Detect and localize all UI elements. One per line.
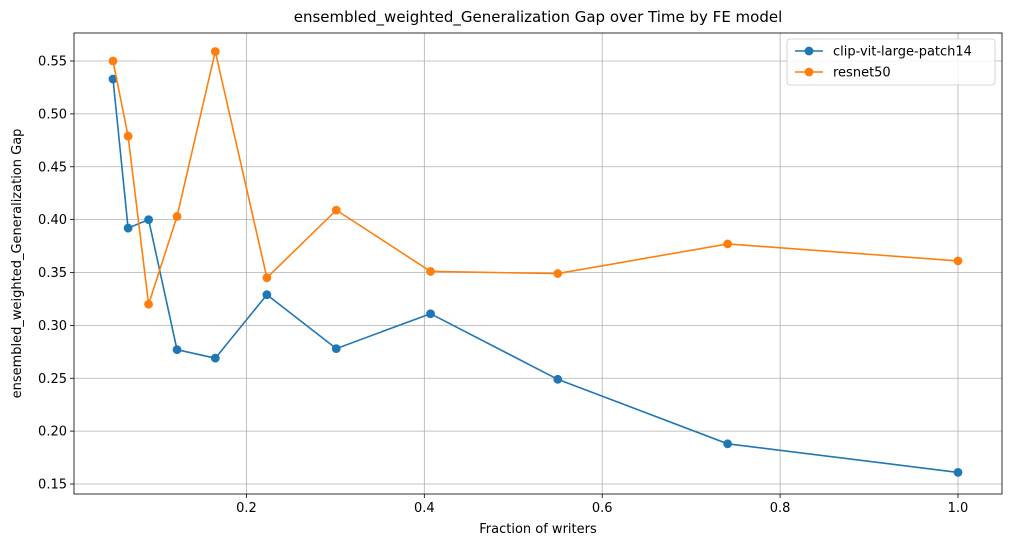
data-point xyxy=(331,205,341,215)
grid xyxy=(74,33,1002,494)
data-point xyxy=(108,56,118,66)
x-tick-label: 0.8 xyxy=(770,501,791,516)
data-point xyxy=(426,309,435,319)
y-tick-label: 0.15 xyxy=(38,478,67,493)
series-resnet50 xyxy=(108,47,963,309)
data-point xyxy=(262,273,272,283)
y-tick-label: 0.40 xyxy=(38,213,67,228)
y-tick-label: 0.30 xyxy=(38,319,67,334)
data-point xyxy=(210,47,220,56)
x-tick-label: 0.6 xyxy=(592,501,613,516)
series-clip-vit-large-patch14 xyxy=(108,74,963,477)
data-point xyxy=(331,344,341,354)
y-tick-label: 0.45 xyxy=(38,160,67,175)
y-tick-label: 0.20 xyxy=(38,425,67,440)
plot-frame xyxy=(73,32,1003,495)
x-tick-label: 1.0 xyxy=(948,501,969,516)
data-point xyxy=(210,353,220,363)
legend-box xyxy=(786,38,996,86)
data-point xyxy=(123,223,133,233)
series-line xyxy=(112,78,959,474)
data-point xyxy=(426,267,435,276)
data-point xyxy=(123,131,133,141)
series-line xyxy=(112,51,959,305)
data-point xyxy=(953,256,963,266)
series-layer xyxy=(108,47,963,477)
data-point xyxy=(144,215,153,225)
y-axis-title: ensembled_weighted_Generalization Gap xyxy=(10,129,25,399)
legend-label: resnet50 xyxy=(833,66,891,81)
data-point xyxy=(172,345,182,355)
data-point xyxy=(953,467,963,477)
y-tick-label: 0.35 xyxy=(38,266,67,281)
y-tick-label: 0.50 xyxy=(38,107,67,122)
data-point xyxy=(723,239,733,249)
legend-item: resnet50 xyxy=(795,66,891,81)
x-tick-label: 0.4 xyxy=(414,501,435,516)
chart-title: ensembled_weighted_Generalization Gap ov… xyxy=(294,8,783,27)
x-axis-title: Fraction of writers xyxy=(479,522,597,537)
legend-item: clip-vit-large-patch14 xyxy=(795,45,972,60)
data-point xyxy=(144,299,153,309)
legend: clip-vit-large-patch14 resnet50 xyxy=(786,38,996,86)
y-axis: 0.15 0.20 0.25 0.30 0.35 0.40 0.45 0.50 0.55 xyxy=(38,55,74,493)
data-point xyxy=(553,374,563,384)
x-tick-label: 0.2 xyxy=(236,501,257,516)
data-point xyxy=(723,439,733,449)
y-tick-label: 0.25 xyxy=(38,372,67,387)
data-point xyxy=(172,212,182,221)
x-axis: 0.2 0.4 0.6 0.8 1.0 xyxy=(236,494,968,516)
legend-marker xyxy=(804,67,814,77)
legend-label: clip-vit-large-patch14 xyxy=(833,45,972,60)
data-point xyxy=(262,290,272,300)
data-point xyxy=(108,74,118,84)
data-point xyxy=(553,269,563,278)
legend-marker xyxy=(804,46,814,56)
y-tick-label: 0.55 xyxy=(38,55,67,70)
